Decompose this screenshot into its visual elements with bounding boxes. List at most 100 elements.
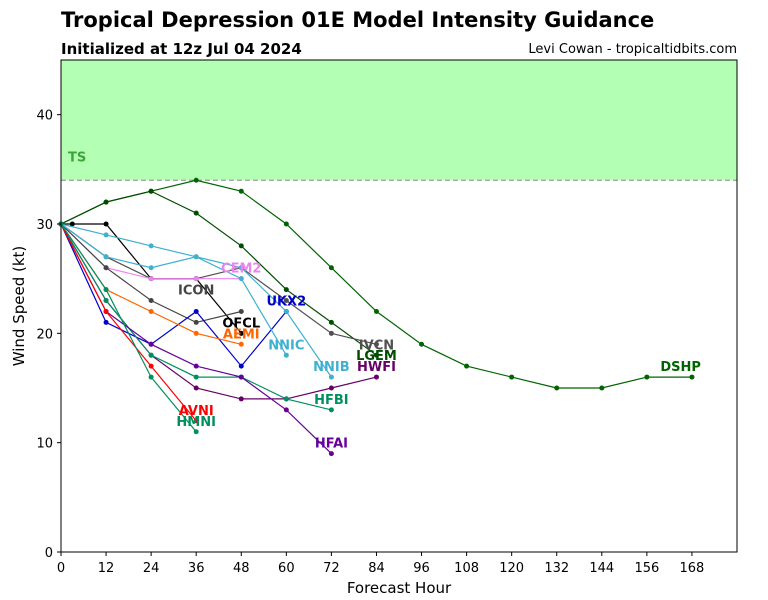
point-ivcn-84 (373, 341, 379, 347)
point-dshp-156 (644, 374, 650, 380)
point-lgem-72 (328, 319, 334, 325)
x-tick-label-120: 120 (499, 561, 524, 576)
series-label-hfai: HFAI (315, 437, 348, 452)
point-icon-36 (193, 319, 199, 325)
point-lgem-48 (238, 243, 244, 249)
point-cem2-24 (148, 276, 154, 282)
series-label-nnib: NNIB (313, 360, 350, 375)
series-line-hfbi (60, 223, 332, 411)
series-line-avni (60, 223, 197, 422)
x-tick-label-12: 12 (98, 561, 115, 576)
point-ofcl-12 (103, 221, 109, 227)
series-line-ukx2 (60, 223, 287, 368)
point-hfbi-72 (328, 407, 334, 413)
point-hfai-36 (193, 363, 199, 369)
y-axis-label: Wind Speed (kt) (10, 246, 28, 367)
x-tick-label-96: 96 (413, 561, 430, 576)
x-tick-label-24: 24 (143, 561, 160, 576)
point-dshp-72 (328, 265, 334, 271)
point-lgem-24 (148, 188, 154, 194)
point-avni-12 (103, 308, 109, 314)
point-lgem-60 (283, 287, 289, 293)
point-hfai-60 (283, 407, 289, 413)
point-hfai-48 (238, 374, 244, 380)
point-aemi-24 (148, 308, 154, 314)
point-dshp-132 (554, 385, 560, 391)
point-nnib-48 (238, 265, 244, 271)
point-dshp-96 (419, 341, 425, 347)
series-label-nnic: NNIC (268, 338, 304, 353)
point-dshp-84 (373, 308, 379, 314)
point-dshp-120 (509, 374, 515, 380)
point-nnib-72 (328, 374, 334, 380)
point-hmni-12 (103, 287, 109, 293)
x-tick-label-84: 84 (368, 561, 385, 576)
point-nnic-60 (283, 352, 289, 358)
x-tick-label-144: 144 (589, 561, 614, 576)
point-dshp-108 (464, 363, 470, 369)
series-label-hmni: HMNI (176, 415, 216, 430)
point-hfai-72 (328, 451, 334, 457)
y-tick-label-30: 30 (36, 218, 53, 233)
ts-band-label: TS (68, 150, 86, 165)
point-dshp-168 (689, 374, 695, 380)
point-avni-24 (148, 363, 154, 369)
point-ofcl-3 (69, 221, 75, 227)
x-tick-label-72: 72 (323, 561, 340, 576)
point-dshp-144 (599, 385, 605, 391)
point-hmni-36 (193, 429, 199, 435)
series-label-lgem: LGEM (356, 349, 397, 364)
series-line-ivcn (60, 223, 377, 345)
point-nnib-60 (283, 308, 289, 314)
point-nnic-24 (148, 243, 154, 249)
point-icon-12 (103, 265, 109, 271)
series-label-aemi: AEMI (223, 327, 260, 342)
point-avni-36 (193, 418, 199, 424)
x-tick-label-60: 60 (278, 561, 295, 576)
point-lgem-36 (193, 210, 199, 216)
point-hfai-24 (148, 341, 154, 347)
x-tick-label-132: 132 (544, 561, 569, 576)
point-ivcn-72 (328, 330, 334, 336)
point-nnic-12 (103, 232, 109, 238)
point-lgem-12 (103, 199, 109, 205)
point-lgem-84 (373, 352, 379, 358)
x-tick-label-156: 156 (634, 561, 659, 576)
chart-subtitle: Initialized at 12z Jul 04 2024 (61, 40, 302, 58)
point-icon-48 (238, 308, 244, 314)
point-hmni-24 (148, 374, 154, 380)
point-hfbi-36 (193, 374, 199, 380)
point-nnib-12 (103, 254, 109, 260)
point-dshp-48 (238, 188, 244, 194)
series-label-ivcn: IVCN (359, 338, 394, 353)
x-axis-label: Forecast Hour (347, 579, 452, 597)
x-tick-label-48: 48 (233, 561, 250, 576)
point-dshp-60 (283, 221, 289, 227)
y-tick-label-40: 40 (36, 109, 53, 124)
point-ofcl-48 (238, 330, 244, 336)
point-nnic-48 (238, 276, 244, 282)
series-label-avni: AVNI (179, 404, 214, 419)
point-hfbi-60 (283, 396, 289, 402)
x-tick-label-108: 108 (454, 561, 479, 576)
series-line-hmni (60, 223, 197, 433)
series-line-lgem (60, 190, 377, 356)
y-tick-label-10: 10 (36, 437, 53, 452)
point-hfbi-12 (103, 298, 109, 304)
y-tick-label-0: 0 (45, 546, 53, 561)
point-ukx2-36 (193, 308, 199, 314)
y-tick-label-20: 20 (36, 327, 53, 342)
series-label-ukx2: UKX2 (266, 295, 306, 310)
point-nnib-24 (148, 265, 154, 271)
point-hwfi-84 (373, 374, 379, 380)
point-hfbi-24 (148, 352, 154, 358)
point-aemi-36 (193, 330, 199, 336)
point-nnib-36 (193, 254, 199, 260)
series-label-hwfi: HWFI (357, 360, 396, 375)
series-label-dshp: DSHP (660, 360, 701, 375)
ts-band (61, 60, 737, 181)
point-icon-24 (148, 298, 154, 304)
series-label-hfbi: HFBI (314, 393, 349, 408)
